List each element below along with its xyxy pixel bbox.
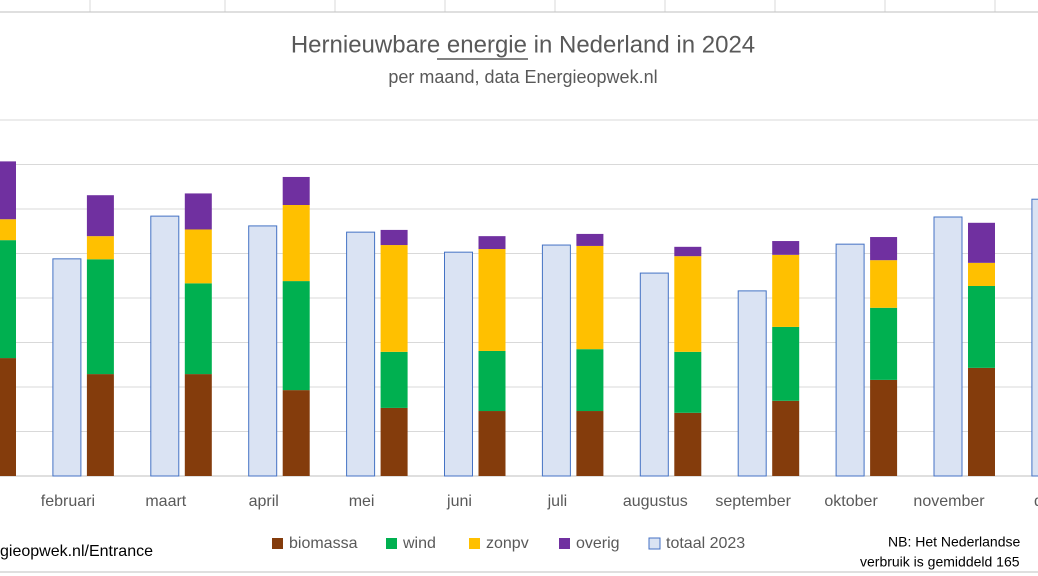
bar-segment	[380, 245, 408, 352]
x-tick-label: maart	[145, 493, 186, 510]
bar-segment	[86, 259, 114, 375]
bar-segment	[772, 400, 800, 476]
bar-segment	[86, 236, 114, 260]
bar-segment	[0, 161, 16, 220]
legend-label: wind	[402, 535, 436, 552]
bar-segment	[478, 249, 506, 351]
legend-swatch	[272, 538, 283, 549]
bar-segment	[576, 349, 604, 412]
bar-segment	[184, 374, 212, 476]
bar-segment	[968, 222, 995, 263]
legend-swatch	[648, 537, 661, 550]
bar-segment	[478, 350, 506, 412]
bar-segment	[674, 246, 702, 257]
x-tick-label: september	[715, 493, 791, 510]
bar-segment	[870, 379, 898, 476]
bar-segment	[282, 390, 310, 476]
bar-segment	[380, 351, 408, 408]
bar-segment	[870, 260, 898, 308]
x-tick-label: oktober	[824, 493, 878, 510]
bar-segment	[282, 281, 310, 391]
bar-segment	[772, 241, 800, 255]
bar-2023	[541, 244, 571, 477]
x-tick-label: augustus	[623, 493, 688, 510]
note-line: verbruik is gemiddeld 165	[860, 554, 1020, 570]
bar-2023	[346, 231, 376, 477]
bar-segment	[0, 219, 16, 241]
legend-label: totaal 2023	[666, 535, 745, 552]
bar-segment	[478, 411, 506, 476]
source: gieopwek.nl/Entrance	[0, 543, 153, 560]
x-tick-label: februari	[41, 493, 95, 510]
bar-segment	[674, 351, 702, 413]
bar-segment	[968, 285, 995, 368]
bar-segment	[282, 176, 310, 205]
bar-2023	[737, 290, 767, 477]
legend-label: zonpv	[486, 535, 529, 552]
bar-2023	[639, 272, 669, 477]
legend-label: overig	[576, 535, 620, 552]
bar-segment	[184, 283, 212, 375]
bar-segment	[184, 229, 212, 284]
bar-segment	[968, 262, 995, 286]
bar-2023	[933, 216, 963, 477]
x-tick-label: dec	[1034, 493, 1038, 510]
bar-segment	[86, 195, 114, 237]
bar-segment	[380, 229, 408, 246]
bar-2023	[150, 215, 180, 477]
bar-2023	[52, 258, 82, 477]
bar-segment	[576, 233, 604, 246]
bar-2023	[248, 225, 278, 477]
bar-2023	[444, 251, 473, 477]
note-line: NB: Het Nederlandse	[888, 534, 1021, 550]
bar-segment	[772, 326, 800, 401]
bar-segment	[576, 245, 604, 350]
bar-segment	[478, 236, 506, 250]
bar-2023	[835, 243, 865, 477]
bar-segment	[870, 237, 898, 261]
bar-segment	[576, 411, 604, 476]
x-tick-label: juli	[547, 493, 568, 510]
bar-segment	[0, 240, 16, 359]
bar-segment	[674, 412, 702, 476]
chart-subtitle: per maand, data Energieopwek.nl	[388, 67, 657, 87]
legend-swatch	[469, 538, 480, 549]
x-tick-label: november	[913, 493, 985, 510]
legend-swatch	[559, 538, 570, 549]
x-tick-label: april	[249, 493, 279, 510]
bar-segment	[282, 204, 310, 282]
sheet-cells	[89, 0, 996, 12]
bar-segment	[772, 254, 800, 327]
bar-segment	[0, 358, 16, 476]
bar-segment	[86, 374, 114, 476]
legend-label: biomassa	[289, 535, 358, 552]
x-tick-label: juni	[446, 493, 472, 510]
x-tick-label: mei	[349, 493, 375, 510]
bar-segment	[968, 367, 995, 476]
chart-title: Hernieuwbare energie in Nederland in 202…	[291, 31, 755, 58]
bar-segment	[380, 407, 408, 476]
bar-segment	[870, 307, 898, 380]
bar-segment	[184, 193, 212, 230]
legend-swatch	[386, 538, 397, 549]
bar-segment	[674, 256, 702, 352]
bar-2023	[1031, 198, 1038, 477]
